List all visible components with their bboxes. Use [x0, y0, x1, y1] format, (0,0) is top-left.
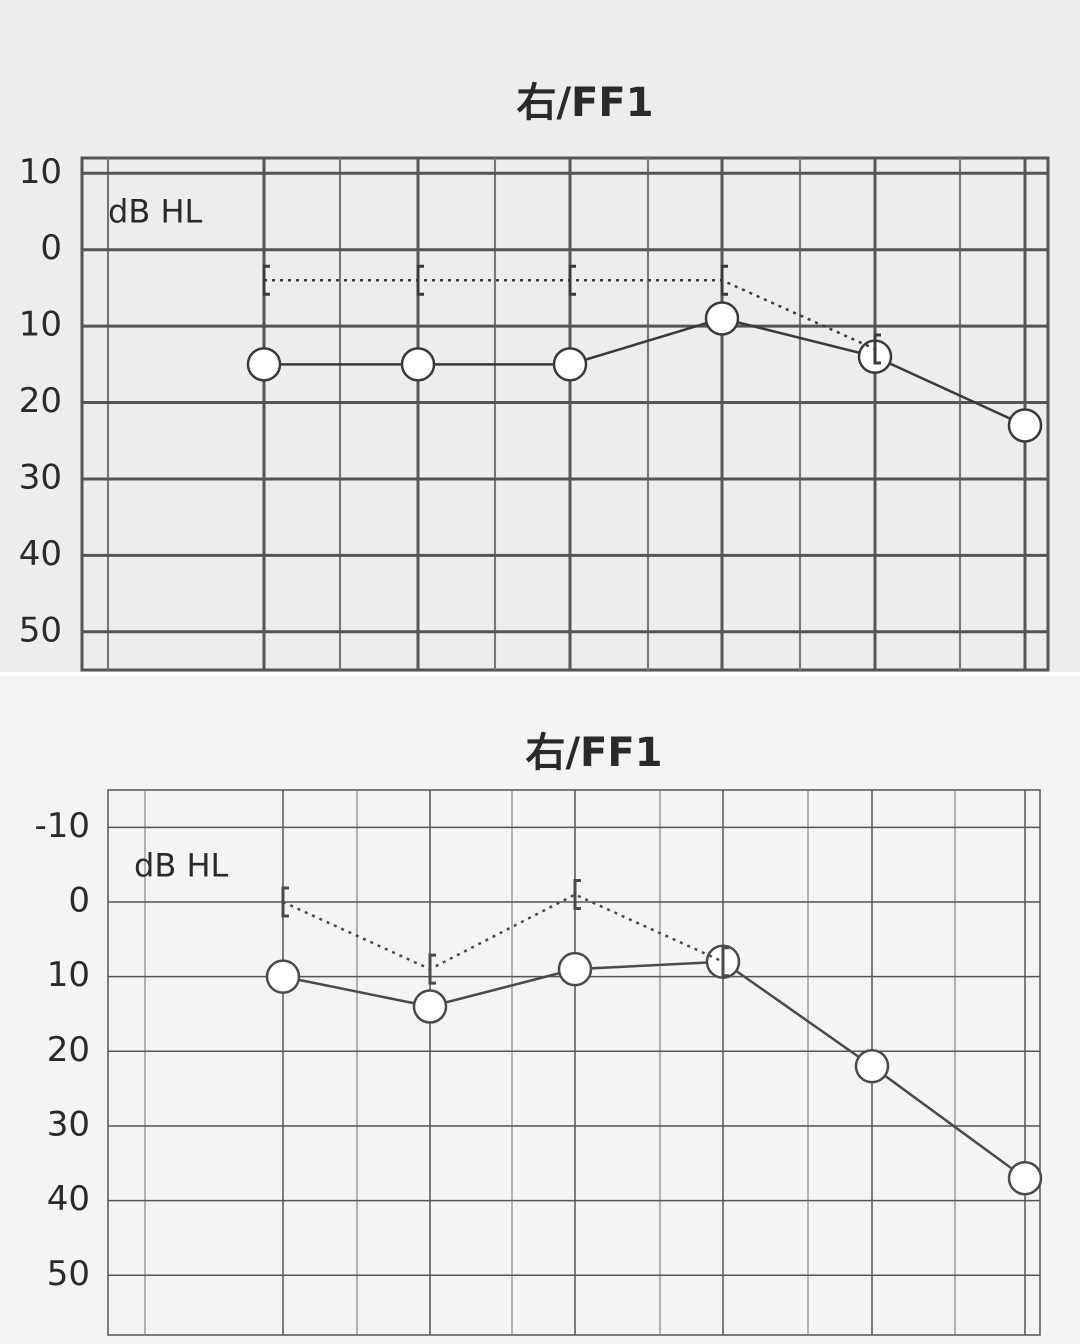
air-conduction-marker	[1007, 408, 1043, 443]
bone-conduction-marker	[428, 953, 436, 985]
y-tick-label: 50	[19, 610, 62, 650]
y-tick-label: 30	[19, 457, 62, 497]
y-tick-label: 40	[47, 1179, 90, 1219]
series-line	[264, 317, 1026, 427]
y-tick-label: 10	[19, 152, 62, 192]
air-conduction-marker	[412, 989, 448, 1024]
bone-conduction-marker	[873, 333, 881, 365]
plot-frame	[80, 156, 1050, 672]
chart-title: 右/FF1	[525, 730, 662, 776]
y-tick-label: 20	[19, 381, 62, 421]
bone-conduction-marker	[281, 886, 289, 918]
air-conduction-marker	[704, 301, 740, 336]
top-panel	[0, 0, 1080, 672]
air-conduction-marker	[246, 347, 282, 382]
y-tick-label: 10	[47, 955, 90, 995]
series-line	[282, 960, 1026, 1180]
air-conduction-marker	[552, 347, 588, 382]
bottom-panel	[0, 676, 1080, 1344]
air-conduction-marker	[1007, 1160, 1043, 1196]
y-tick-label: 20	[47, 1030, 90, 1070]
bone-conduction-marker	[568, 264, 576, 296]
air-conduction-marker	[400, 347, 436, 382]
y-tick-label: 0	[68, 880, 90, 920]
y-axis-label: dB HL	[134, 846, 229, 884]
air-conduction-marker	[265, 959, 301, 994]
series-line	[282, 893, 724, 971]
air-conduction-marker	[854, 1048, 890, 1084]
bone-conduction-marker	[720, 264, 728, 296]
y-axis-label: dB HL	[108, 192, 203, 230]
y-tick-label: 10	[19, 305, 62, 345]
y-tick-label: 30	[47, 1104, 90, 1144]
bone-conduction-marker	[721, 946, 729, 978]
y-tick-label: 0	[40, 228, 62, 268]
y-tick-label: -10	[34, 806, 90, 846]
bone-conduction-marker	[262, 264, 270, 296]
bone-conduction-marker	[573, 879, 581, 911]
bone-conduction-marker	[416, 264, 424, 296]
y-tick-label: 50	[47, 1254, 90, 1294]
y-tick-label: 40	[19, 534, 62, 574]
plot-frame	[107, 789, 1041, 1336]
air-conduction-marker	[557, 951, 593, 987]
chart-title: 右/FF1	[516, 80, 653, 126]
